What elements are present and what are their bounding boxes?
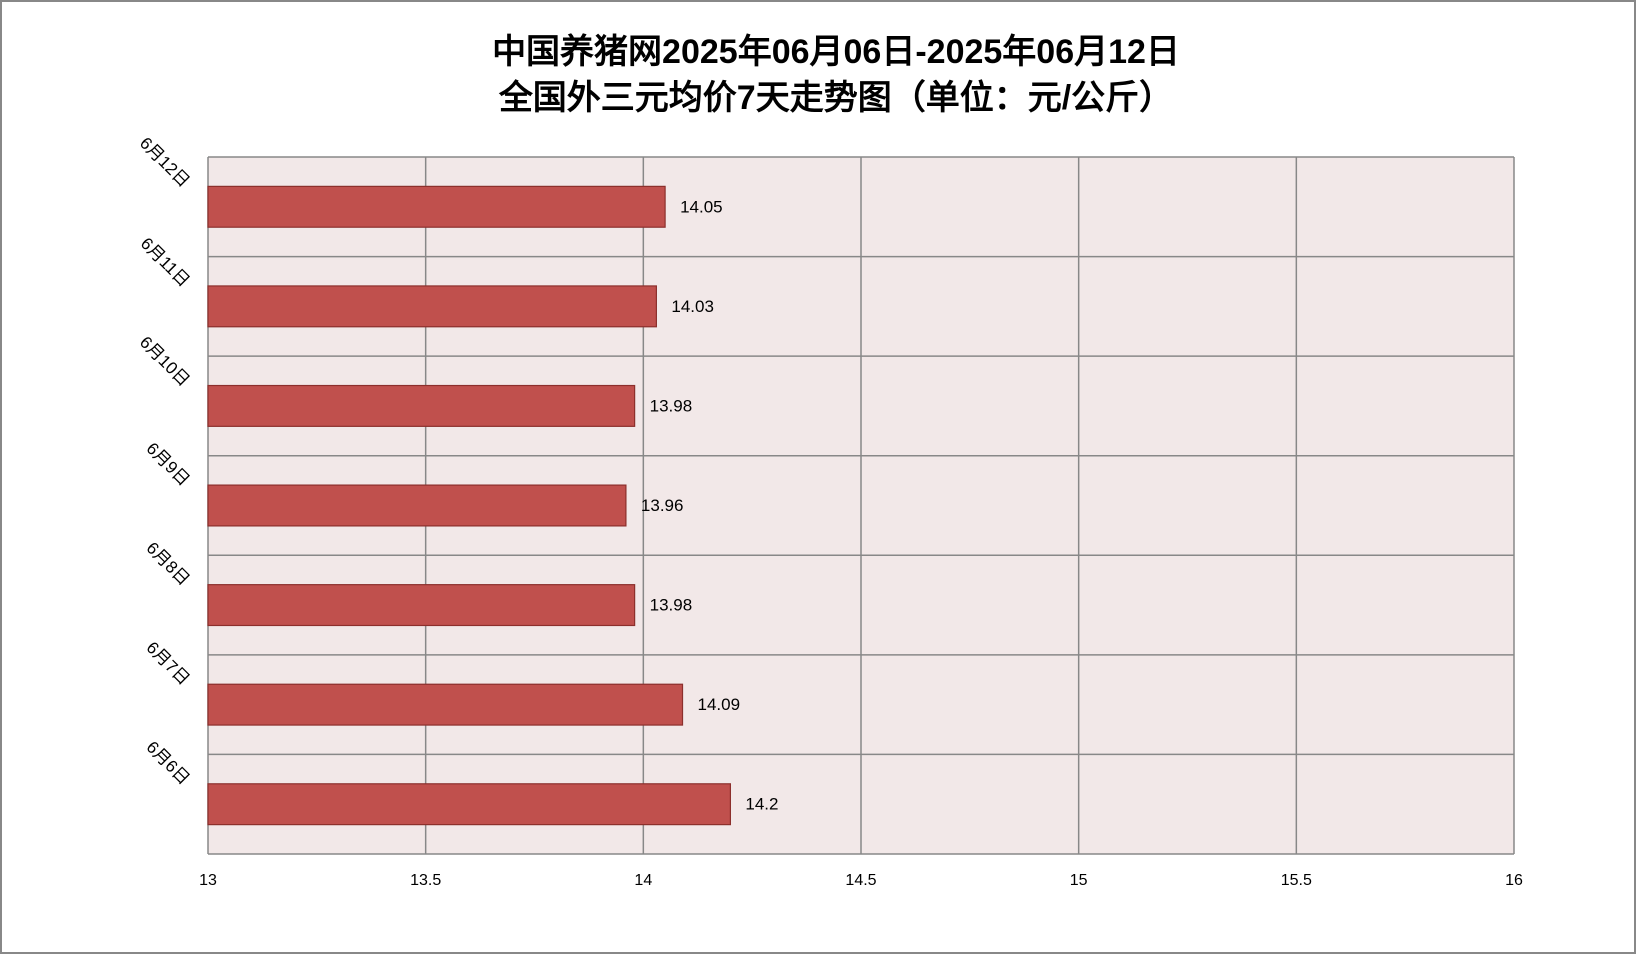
value-label: 13.98 [650,396,693,415]
bar [207,584,636,627]
x-tick-label: 15 [1070,872,1088,889]
value-label: 14.05 [680,197,723,216]
bar [207,783,732,826]
chart-title: 中国养猪网2025年06月06日-2025年06月12日 [492,32,1180,71]
bar [207,683,684,726]
bar [207,384,636,427]
x-tick-label: 14.5 [845,872,876,889]
value-label: 14.2 [745,795,778,814]
value-label: 13.98 [650,596,693,615]
bar [207,285,657,328]
x-tick-label: 13.5 [410,872,441,889]
bar [207,484,627,527]
value-label: 13.96 [641,496,684,515]
x-tick-label: 14 [634,872,652,889]
value-label: 14.09 [698,695,741,714]
x-tick-label: 13 [199,872,217,889]
bar [207,185,666,228]
x-tick-label: 16 [1505,872,1523,889]
x-tick-label: 15.5 [1281,872,1312,889]
value-label: 14.03 [671,297,714,316]
chart-title: 全国外三元均价7天走势图（单位：元/公斤） [498,78,1173,117]
